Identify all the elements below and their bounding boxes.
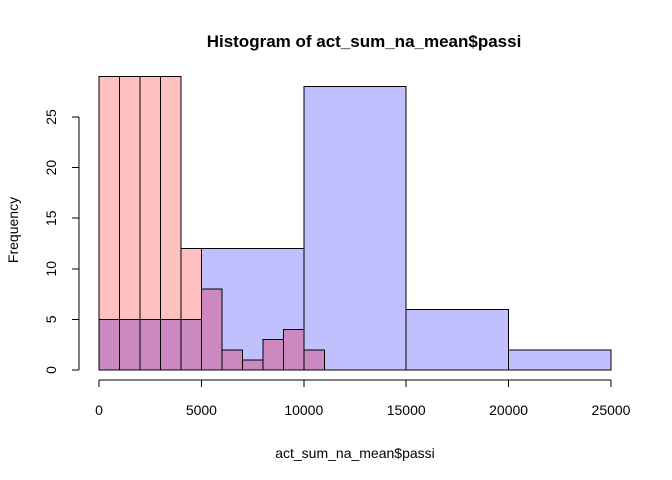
y-tick-label: 0: [43, 366, 59, 374]
histogram-bar: [180, 318, 202, 371]
histogram-bar: [241, 359, 264, 371]
histogram-bars: [98, 76, 612, 371]
histogram-bar: [221, 349, 243, 371]
histogram-bar: [303, 86, 407, 371]
histogram-bar: [405, 308, 510, 371]
chart-title: Histogram of act_sum_na_mean$passi: [207, 32, 522, 51]
histogram-bar: [303, 349, 325, 371]
x-tick-label: 20000: [489, 402, 528, 418]
x-tick-label: 5000: [186, 402, 217, 418]
x-tick-label: 0: [95, 402, 103, 418]
histogram-bar: [98, 318, 120, 371]
y-tick-label: 5: [43, 315, 59, 323]
x-axis: 0 5000 10000 15000 20000 25000: [95, 379, 631, 418]
y-tick-label: 15: [43, 210, 59, 226]
x-tick-label: 10000: [284, 402, 323, 418]
histogram-bar: [262, 339, 284, 371]
x-tick-label: 25000: [592, 402, 631, 418]
histogram-bar: [282, 329, 305, 371]
histogram-bar: [118, 318, 141, 371]
histogram-bar: [159, 318, 182, 371]
histogram-bar: [200, 288, 223, 371]
y-tick-label: 20: [43, 160, 59, 176]
y-axis-label: Frequency: [5, 197, 21, 263]
y-tick-label: 10: [43, 261, 59, 277]
y-tick-label: 25: [43, 109, 59, 125]
histogram-bar: [139, 318, 161, 371]
histogram-bar: [508, 349, 612, 371]
y-axis: 0 5 10 15 20 25: [43, 109, 80, 374]
x-tick-label: 15000: [387, 402, 426, 418]
x-axis-label: act_sum_na_mean$passi: [275, 445, 435, 461]
